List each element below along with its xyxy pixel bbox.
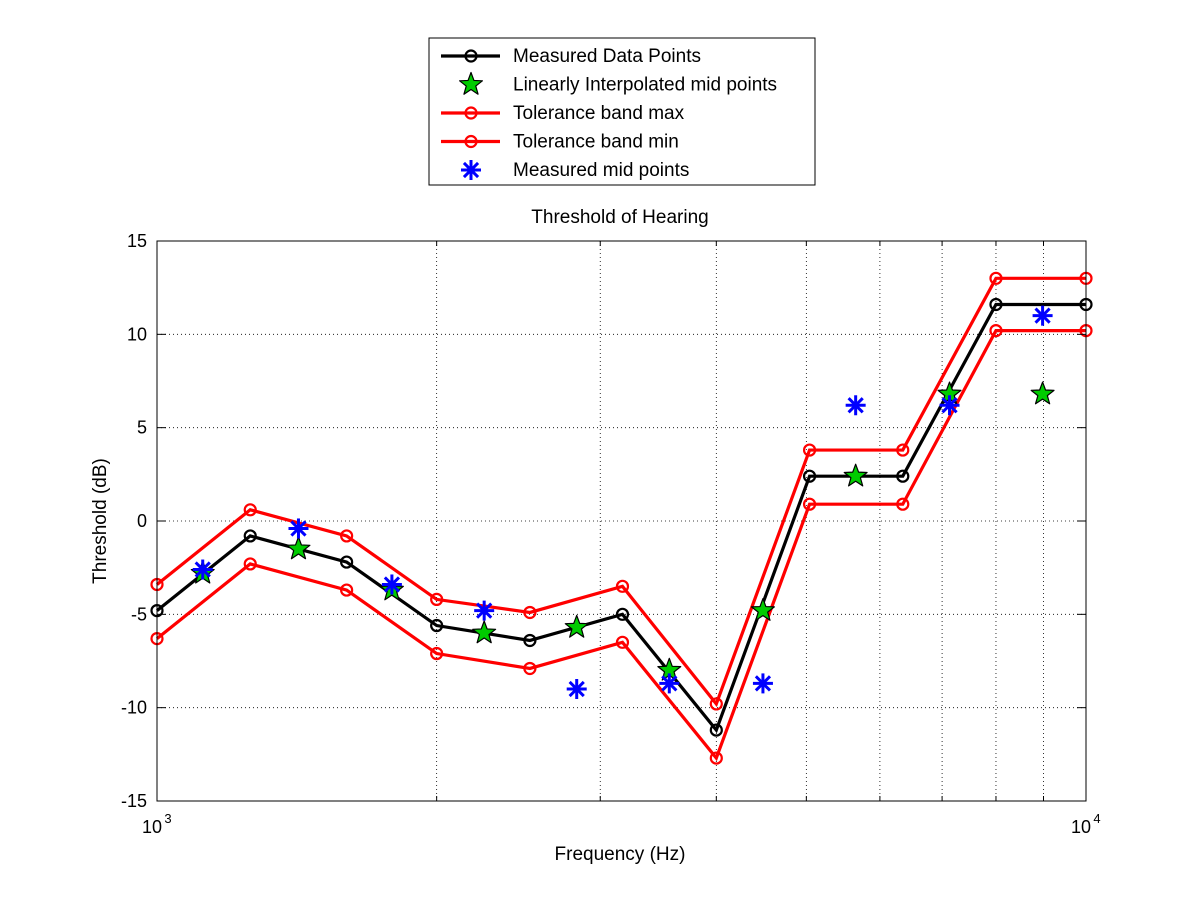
y-tick-label: -5 — [131, 604, 147, 624]
asterisk-stroke — [476, 602, 493, 619]
data-point — [896, 443, 910, 457]
data-point — [989, 324, 1003, 338]
asterisk-stroke — [194, 561, 211, 578]
x-axis-label: Frequency (Hz) — [555, 844, 686, 865]
data-point — [989, 271, 1003, 285]
legend-marker — [464, 106, 478, 120]
series-line — [155, 329, 1086, 762]
data-point — [430, 618, 444, 633]
data-point — [564, 614, 589, 638]
legend-marker — [461, 160, 481, 180]
data-point — [430, 592, 444, 607]
x-tick-label-base: 10 — [142, 817, 162, 837]
data-point — [566, 679, 587, 699]
y-tick-label: -15 — [121, 791, 147, 811]
data-point — [709, 723, 723, 737]
data-point — [752, 673, 773, 694]
x-tick-label-exponent: 3 — [164, 811, 171, 826]
asterisk-stroke — [383, 576, 401, 593]
data-point — [845, 395, 866, 416]
data-point — [474, 600, 495, 621]
legend-marker — [458, 71, 484, 95]
series-line — [155, 276, 1086, 708]
x-tick-label: 10 4 — [1071, 811, 1101, 837]
legend-entry: Measured Data Points — [441, 46, 701, 67]
data-point — [243, 557, 257, 571]
data-point — [523, 661, 537, 676]
series-measured-mid-points — [192, 305, 1053, 699]
x-tick-label: 10 3 — [142, 811, 172, 837]
data-point — [802, 443, 817, 457]
data-point — [802, 469, 817, 483]
legend-label: Tolerance band min — [513, 132, 679, 153]
data-point — [709, 697, 723, 711]
data-point — [843, 463, 868, 487]
data-point — [286, 536, 311, 560]
data-point — [896, 469, 910, 483]
data-point — [243, 503, 257, 517]
asterisk-stroke — [661, 675, 678, 692]
x-tick-label-exponent: 4 — [1093, 811, 1100, 826]
asterisk-stroke — [290, 520, 307, 537]
data-point — [430, 646, 444, 661]
data-point — [340, 555, 354, 569]
data-point — [896, 497, 910, 511]
data-point — [615, 579, 630, 593]
asterisk-stroke — [568, 680, 585, 698]
data-point — [1032, 305, 1053, 326]
data-point — [340, 583, 354, 597]
legend-label: Linearly Interpolated mid points — [513, 75, 777, 96]
y-tick-label: 10 — [127, 324, 147, 344]
legend-entry: Tolerance band max — [441, 103, 685, 124]
data-point — [381, 574, 402, 595]
asterisk-stroke — [754, 675, 772, 692]
legend-label: Measured mid points — [513, 160, 689, 181]
data-point — [1030, 381, 1055, 405]
data-point — [939, 395, 960, 416]
data-point — [989, 297, 1003, 312]
data-point — [523, 605, 537, 620]
asterisk-stroke — [941, 397, 958, 414]
data-point — [340, 529, 354, 543]
legend-entry: Measured mid points — [461, 160, 689, 181]
data-point — [523, 633, 537, 648]
y-tick-label: 15 — [127, 231, 147, 251]
legend-marker — [464, 134, 478, 149]
x-tick-label-base: 10 — [1071, 817, 1091, 837]
legend-entry: Tolerance band min — [441, 132, 679, 153]
data-point — [750, 598, 775, 621]
data-point — [192, 559, 213, 580]
data-point — [615, 635, 630, 649]
data-point — [472, 620, 497, 644]
legend-label: Measured Data Points — [513, 46, 701, 67]
y-axis-label: Threshold (dB) — [90, 458, 111, 584]
y-tick-label: 5 — [137, 418, 147, 438]
legend-label: Tolerance band max — [513, 103, 685, 124]
data-point — [709, 751, 723, 765]
data-point — [615, 607, 630, 621]
y-tick-label: -10 — [121, 698, 147, 718]
data-point — [659, 673, 680, 694]
legend: Measured Data Points Linearly Interpolate… — [428, 37, 816, 186]
asterisk-stroke — [847, 397, 864, 414]
y-tick-label: 0 — [137, 511, 147, 531]
asterisk-stroke — [1034, 307, 1051, 324]
data-point — [802, 497, 817, 511]
legend-entry: Linearly Interpolated mid points — [458, 71, 777, 96]
asterisk-stroke — [462, 161, 480, 179]
data-point — [243, 529, 257, 543]
data-point — [288, 518, 309, 539]
chart-title: Threshold of Hearing — [531, 207, 708, 228]
legend-marker — [464, 49, 478, 63]
series-line — [155, 302, 1086, 734]
series-tolerance-band-min — [150, 324, 1093, 765]
